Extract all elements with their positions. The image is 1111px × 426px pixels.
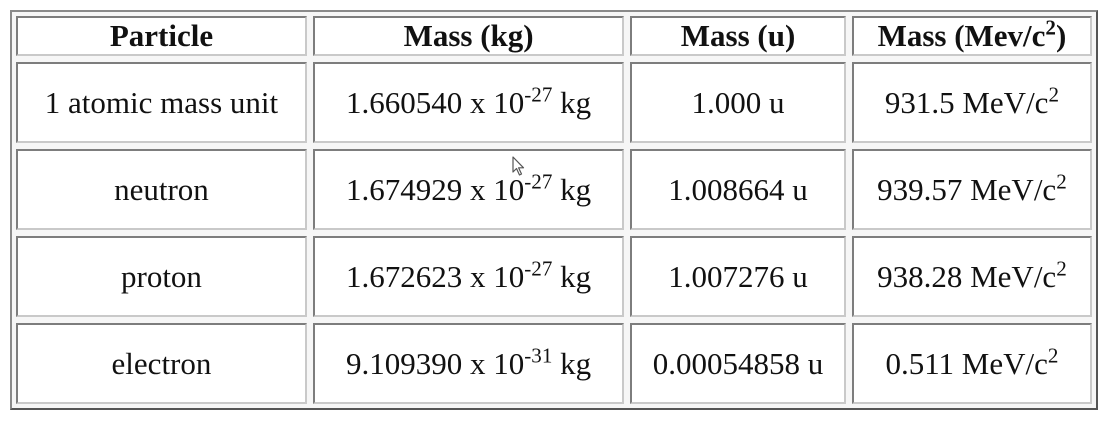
cell-mass-kg-mantissa: 1.672623 x 10 bbox=[346, 258, 525, 294]
cell-mass-mev-exponent: 2 bbox=[1048, 81, 1059, 106]
cell-mass-u: 1.007276 u bbox=[630, 236, 846, 317]
cell-mass-mev-exponent: 2 bbox=[1056, 168, 1067, 193]
cell-mass-mev-base: 939.57 MeV/c bbox=[877, 171, 1057, 207]
cell-mass-kg: 1.672623 x 10-27 kg bbox=[312, 236, 625, 317]
table-row: neutron 1.674929 x 10-27 kg 1.008664 u 9… bbox=[16, 149, 1092, 230]
cell-mass-u: 1.008664 u bbox=[630, 149, 846, 230]
cell-mass-mev-exponent: 2 bbox=[1047, 342, 1059, 367]
table-header-row: Particle Mass (kg) Mass (u) Mass (Mev/c2… bbox=[16, 16, 1092, 56]
cell-particle: proton bbox=[16, 236, 307, 317]
cell-mass-mev-base: 938.28 MeV/c bbox=[877, 258, 1057, 294]
table-row: electron 9.109390 x 10-31 kg 0.00054858 … bbox=[16, 323, 1092, 404]
cell-mass-kg: 1.660540 x 10-27 kg bbox=[312, 62, 625, 143]
header-mass-mev-exponent: 2 bbox=[1045, 16, 1056, 40]
cell-mass-mev-base: 931.5 MeV/c bbox=[884, 84, 1049, 120]
cell-mass-kg: 9.109390 x 10-31 kg bbox=[312, 323, 625, 404]
cell-mass-mev-base: 0.511 MeV/c bbox=[885, 345, 1048, 381]
table-frame: Particle Mass (kg) Mass (u) Mass (Mev/c2… bbox=[10, 10, 1098, 410]
cell-mass-u: 0.00054858 u bbox=[630, 323, 846, 404]
table-row: proton 1.672623 x 10-27 kg 1.007276 u 93… bbox=[16, 236, 1092, 317]
cell-mass-mev: 931.5 MeV/c2 bbox=[851, 62, 1092, 143]
cell-mass-kg-unit: kg bbox=[552, 345, 592, 381]
cell-mass-kg-mantissa: 1.660540 x 10 bbox=[346, 84, 525, 120]
cell-mass-mev: 939.57 MeV/c2 bbox=[851, 149, 1092, 230]
header-particle: Particle bbox=[16, 16, 307, 56]
header-mass-u: Mass (u) bbox=[630, 16, 846, 56]
cell-mass-kg-exponent: -27 bbox=[524, 255, 553, 280]
cell-mass-kg-unit: kg bbox=[552, 258, 592, 294]
mouse-pointer-icon bbox=[512, 156, 525, 176]
cell-particle: electron bbox=[16, 323, 307, 404]
header-mass-mev: Mass (Mev/c2) bbox=[851, 16, 1092, 56]
cell-mass-kg-unit: kg bbox=[552, 84, 592, 120]
cell-mass-kg-exponent: -27 bbox=[524, 168, 553, 193]
particle-mass-table: Particle Mass (kg) Mass (u) Mass (Mev/c2… bbox=[10, 10, 1098, 410]
cell-mass-kg: 1.674929 x 10-27 kg bbox=[312, 149, 625, 230]
cell-mass-kg-unit: kg bbox=[552, 171, 592, 207]
cell-particle: 1 atomic mass unit bbox=[16, 62, 307, 143]
table-row: 1 atomic mass unit 1.660540 x 10-27 kg 1… bbox=[16, 62, 1092, 143]
cell-mass-kg-exponent: -31 bbox=[524, 342, 553, 367]
cell-particle: neutron bbox=[16, 149, 307, 230]
cell-mass-u: 1.000 u bbox=[630, 62, 846, 143]
header-mass-mev-base: Mass (Mev/c bbox=[877, 18, 1046, 53]
cell-mass-mev: 0.511 MeV/c2 bbox=[851, 323, 1092, 404]
cell-mass-kg-exponent: -27 bbox=[524, 81, 553, 106]
cell-mass-mev-exponent: 2 bbox=[1056, 255, 1067, 280]
header-mass-mev-close: ) bbox=[1055, 18, 1067, 53]
header-mass-kg: Mass (kg) bbox=[312, 16, 625, 56]
cell-mass-kg-mantissa: 1.674929 x 10 bbox=[346, 171, 525, 207]
cell-mass-kg-mantissa: 9.109390 x 10 bbox=[346, 345, 525, 381]
cell-mass-mev: 938.28 MeV/c2 bbox=[851, 236, 1092, 317]
